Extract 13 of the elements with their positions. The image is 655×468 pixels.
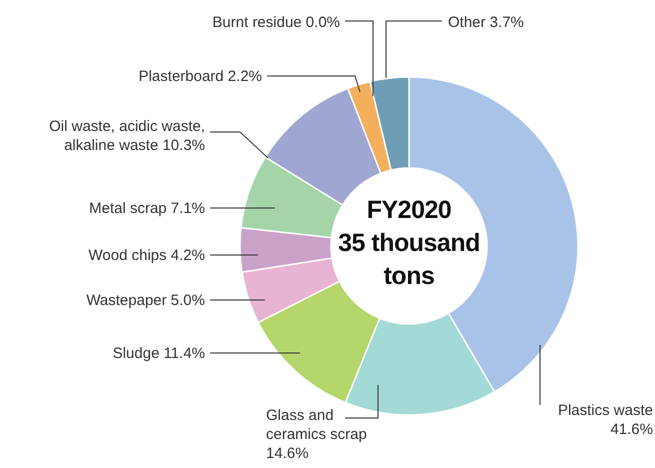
- slice-label: Plastics waste: [558, 402, 653, 419]
- text: FY2020 35 thousand tons: [338, 196, 480, 290]
- data-label: 41.6%: [610, 421, 653, 438]
- slice-label: Plasterboard 2.2%: [138, 68, 262, 85]
- slice-label: Oil waste, acidic waste, alkaline waste 10.3%: [49, 118, 205, 154]
- slice-label: Sludge 11.4%: [112, 345, 205, 362]
- data-label: 14.6%: [266, 445, 309, 462]
- category-label: Burnt residue 0.0%: [212, 14, 340, 31]
- slice-label: Glass and ceramics scrap: [266, 407, 367, 443]
- slice-label: Other 3.7%: [448, 14, 524, 31]
- slice-label: Wastepaper 5.0%: [86, 292, 205, 309]
- slice-label: Metal scrap 7.1%: [89, 200, 205, 217]
- slice-label: Wood chips 4.2%: [88, 247, 205, 264]
